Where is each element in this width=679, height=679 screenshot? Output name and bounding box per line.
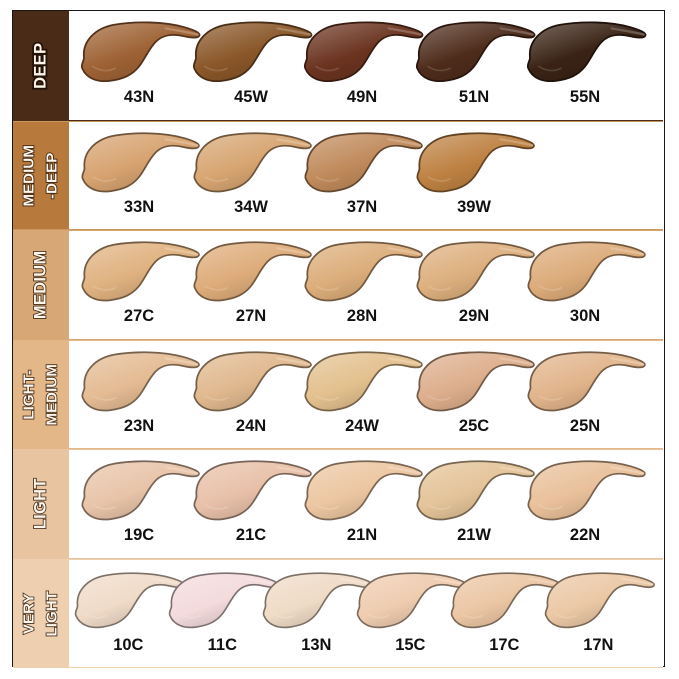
svg-text:LIGHT: LIGHT (31, 478, 49, 529)
svg-text:MEDIUM: MEDIUM (43, 364, 60, 425)
svg-text:-DEEP: -DEEP (43, 152, 60, 198)
svg-text:DEEP: DEEP (31, 42, 49, 88)
svg-text:LIGHT-: LIGHT- (20, 369, 37, 419)
svg-text:LIGHT: LIGHT (43, 591, 60, 637)
svg-text:MEDIUM: MEDIUM (31, 250, 49, 319)
svg-text:VERY: VERY (20, 593, 37, 634)
svg-text:MEDIUM: MEDIUM (20, 145, 37, 206)
